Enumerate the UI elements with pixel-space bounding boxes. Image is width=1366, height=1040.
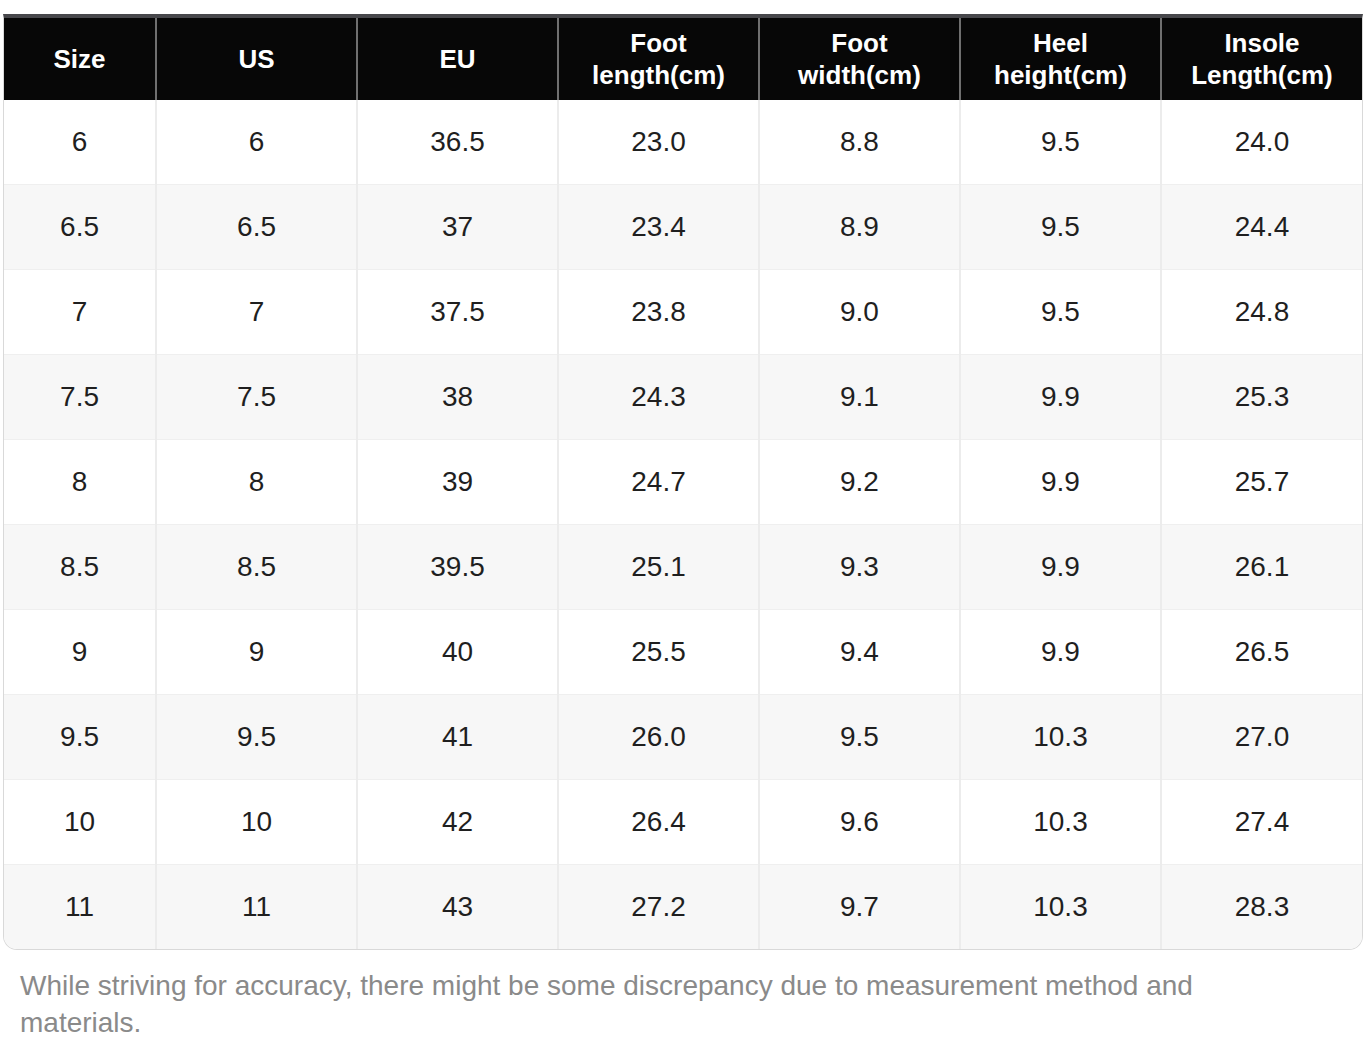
table-cell-size: 6.5 [4, 185, 156, 270]
table-cell-insole-length-cm: 24.8 [1161, 270, 1362, 355]
table-cell-insole-length-cm: 27.0 [1161, 695, 1362, 780]
table-cell-foot-length-cm: 25.1 [558, 525, 759, 610]
table-cell-eu: 40 [357, 610, 558, 695]
table-cell-foot-length-cm: 24.3 [558, 355, 759, 440]
table-cell-size: 8.5 [4, 525, 156, 610]
table-header-row: SizeUSEUFoot length(cm)Foot width(cm)Hee… [4, 18, 1362, 100]
table-cell-heel-height-cm: 9.9 [960, 440, 1161, 525]
table-cell-foot-width-cm: 9.2 [759, 440, 960, 525]
table-cell-insole-length-cm: 26.1 [1161, 525, 1362, 610]
table-cell-insole-length-cm: 26.5 [1161, 610, 1362, 695]
table-cell-eu: 39 [357, 440, 558, 525]
table-cell-us: 8.5 [156, 525, 357, 610]
table-cell-foot-width-cm: 9.6 [759, 780, 960, 865]
column-header-us: US [156, 18, 357, 100]
table-cell-foot-length-cm: 24.7 [558, 440, 759, 525]
table-cell-eu: 43 [357, 865, 558, 950]
table-cell-us: 9.5 [156, 695, 357, 780]
table-cell-size: 10 [4, 780, 156, 865]
table-cell-insole-length-cm: 28.3 [1161, 865, 1362, 950]
table-cell-eu: 37 [357, 185, 558, 270]
table-cell-insole-length-cm: 25.3 [1161, 355, 1362, 440]
table-cell-foot-length-cm: 23.4 [558, 185, 759, 270]
table-cell-foot-length-cm: 25.5 [558, 610, 759, 695]
table-cell-foot-width-cm: 9.3 [759, 525, 960, 610]
table-row: 11114327.29.710.328.3 [4, 865, 1362, 950]
table-cell-foot-width-cm: 9.7 [759, 865, 960, 950]
column-header-foot-width-cm: Foot width(cm) [759, 18, 960, 100]
table-cell-heel-height-cm: 9.5 [960, 270, 1161, 355]
column-header-foot-length-cm: Foot length(cm) [558, 18, 759, 100]
table-cell-us: 7 [156, 270, 357, 355]
table-row: 10104226.49.610.327.4 [4, 780, 1362, 865]
table-row: 8.58.539.525.19.39.926.1 [4, 525, 1362, 610]
table-cell-insole-length-cm: 25.7 [1161, 440, 1362, 525]
table-cell-eu: 38 [357, 355, 558, 440]
table-cell-heel-height-cm: 9.9 [960, 610, 1161, 695]
table-cell-eu: 37.5 [357, 270, 558, 355]
table-cell-foot-width-cm: 9.1 [759, 355, 960, 440]
table-row: 994025.59.49.926.5 [4, 610, 1362, 695]
table-cell-us: 11 [156, 865, 357, 950]
table-cell-eu: 41 [357, 695, 558, 780]
table-cell-foot-width-cm: 9.4 [759, 610, 960, 695]
table-cell-heel-height-cm: 9.5 [960, 100, 1161, 185]
table-cell-us: 9 [156, 610, 357, 695]
table-cell-foot-width-cm: 9.5 [759, 695, 960, 780]
table-cell-foot-length-cm: 26.4 [558, 780, 759, 865]
table-cell-size: 7.5 [4, 355, 156, 440]
column-header-heel-height-cm: Heel height(cm) [960, 18, 1161, 100]
table-row: 7737.523.89.09.524.8 [4, 270, 1362, 355]
size-chart-table: SizeUSEUFoot length(cm)Foot width(cm)Hee… [3, 14, 1363, 950]
table-cell-eu: 39.5 [357, 525, 558, 610]
table-cell-foot-length-cm: 26.0 [558, 695, 759, 780]
column-header-insole-length-cm: Insole Length(cm) [1161, 18, 1362, 100]
table-cell-foot-width-cm: 8.8 [759, 100, 960, 185]
table-cell-eu: 36.5 [357, 100, 558, 185]
table-cell-us: 8 [156, 440, 357, 525]
size-chart: SizeUSEUFoot length(cm)Foot width(cm)Hee… [4, 18, 1362, 949]
table-row: 9.59.54126.09.510.327.0 [4, 695, 1362, 780]
table-cell-foot-length-cm: 27.2 [558, 865, 759, 950]
size-chart-page: SizeUSEUFoot length(cm)Foot width(cm)Hee… [0, 0, 1366, 1040]
table-cell-foot-length-cm: 23.8 [558, 270, 759, 355]
table-cell-us: 7.5 [156, 355, 357, 440]
table-cell-foot-width-cm: 8.9 [759, 185, 960, 270]
table-cell-heel-height-cm: 10.3 [960, 695, 1161, 780]
table-cell-eu: 42 [357, 780, 558, 865]
table-cell-foot-width-cm: 9.0 [759, 270, 960, 355]
table-cell-size: 11 [4, 865, 156, 950]
table-row: 6636.523.08.89.524.0 [4, 100, 1362, 185]
measurement-disclaimer-note: While striving for accuracy, there might… [20, 968, 1270, 1040]
table-cell-heel-height-cm: 10.3 [960, 865, 1161, 950]
table-row: 7.57.53824.39.19.925.3 [4, 355, 1362, 440]
table-cell-heel-height-cm: 9.9 [960, 355, 1161, 440]
column-header-eu: EU [357, 18, 558, 100]
table-cell-size: 6 [4, 100, 156, 185]
table-cell-insole-length-cm: 27.4 [1161, 780, 1362, 865]
table-cell-size: 7 [4, 270, 156, 355]
table-cell-insole-length-cm: 24.0 [1161, 100, 1362, 185]
table-row: 6.56.53723.48.99.524.4 [4, 185, 1362, 270]
table-cell-foot-length-cm: 23.0 [558, 100, 759, 185]
table-cell-size: 9 [4, 610, 156, 695]
table-cell-heel-height-cm: 9.5 [960, 185, 1161, 270]
table-cell-insole-length-cm: 24.4 [1161, 185, 1362, 270]
table-cell-size: 8 [4, 440, 156, 525]
table-cell-us: 6.5 [156, 185, 357, 270]
table-row: 883924.79.29.925.7 [4, 440, 1362, 525]
table-cell-us: 10 [156, 780, 357, 865]
table-cell-us: 6 [156, 100, 357, 185]
table-cell-heel-height-cm: 10.3 [960, 780, 1161, 865]
column-header-size: Size [4, 18, 156, 100]
table-cell-size: 9.5 [4, 695, 156, 780]
table-cell-heel-height-cm: 9.9 [960, 525, 1161, 610]
